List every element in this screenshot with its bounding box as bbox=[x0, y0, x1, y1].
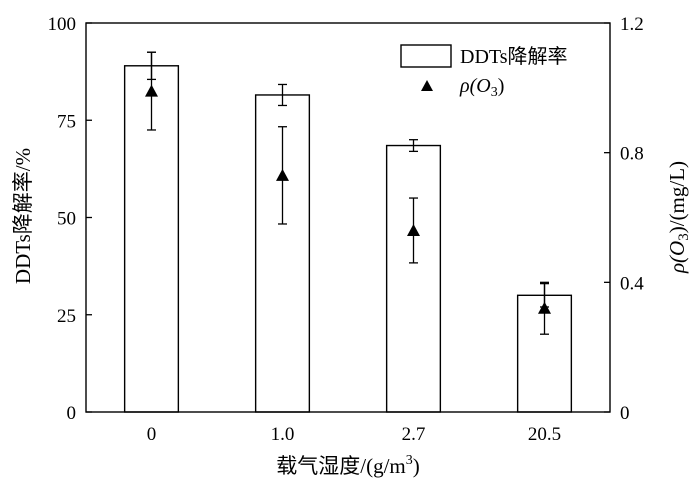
y2-axis-title-sub: 3 bbox=[676, 233, 692, 241]
x-axis-title-sup: 3 bbox=[406, 453, 413, 468]
legend: DDTs降解率 ρ(O3) bbox=[400, 44, 568, 100]
left-tick-label-1: 25 bbox=[57, 306, 76, 327]
x-axis-title: 载气湿度/(g/m3) bbox=[276, 453, 420, 478]
bar-error-2 bbox=[409, 139, 418, 153]
right-axis: 0 0.4 0.8 1.2 bbox=[604, 14, 644, 424]
x-tick-label-1: 1.0 bbox=[271, 424, 295, 445]
legend-bar-swatch bbox=[400, 44, 452, 68]
ozone-point-2 bbox=[407, 223, 420, 236]
legend-triangle-label-post: ) bbox=[498, 75, 505, 97]
markers-layer bbox=[145, 84, 551, 314]
left-tick-label-2: 50 bbox=[57, 209, 76, 230]
right-tick-label-0: 0 bbox=[620, 403, 630, 424]
bars-layer bbox=[123, 65, 573, 413]
bar-error-1 bbox=[278, 83, 287, 107]
left-axis: 0 25 50 75 100 bbox=[48, 14, 92, 424]
bar-2 bbox=[385, 144, 442, 413]
left-tick-label-0: 0 bbox=[67, 403, 77, 424]
x-tick-label-2: 2.7 bbox=[402, 424, 426, 445]
x-tick-label-0: 0 bbox=[147, 424, 157, 445]
left-tick-label-4: 100 bbox=[48, 14, 77, 35]
legend-triangle-label-pre: ρ(O bbox=[459, 75, 491, 97]
ozone-point-0 bbox=[145, 84, 158, 97]
right-tick-label-3: 1.2 bbox=[620, 14, 644, 35]
right-tick-label-1: 0.4 bbox=[620, 273, 644, 294]
right-tick-label-2: 0.8 bbox=[620, 144, 644, 165]
x-axis-title-end: ) bbox=[413, 454, 420, 478]
legend-bar-label: DDTs降解率 bbox=[460, 45, 568, 68]
ozone-point-1 bbox=[276, 168, 289, 181]
y2-axis-title-post: )/(mg/L) bbox=[665, 161, 689, 233]
left-tick-label-3: 75 bbox=[57, 111, 76, 132]
legend-triangle-marker bbox=[421, 80, 433, 91]
y2-axis-title: ρ(O3)/(mg/L) bbox=[665, 161, 692, 274]
ozone-point-3 bbox=[538, 301, 551, 314]
y2-axis-title-pre: ρ(O bbox=[665, 241, 689, 274]
legend-triangle-label-sub: 3 bbox=[491, 85, 498, 100]
x-axis-title-main: 载气湿度/(g/m bbox=[276, 454, 406, 478]
x-tick-label-3: 20.5 bbox=[528, 424, 561, 445]
legend-triangle-label: ρ(O3) bbox=[459, 75, 504, 100]
y-axis-title: DDTs降解率/% bbox=[11, 148, 35, 284]
x-axis: 0 1.0 2.7 20.5 bbox=[147, 424, 561, 445]
